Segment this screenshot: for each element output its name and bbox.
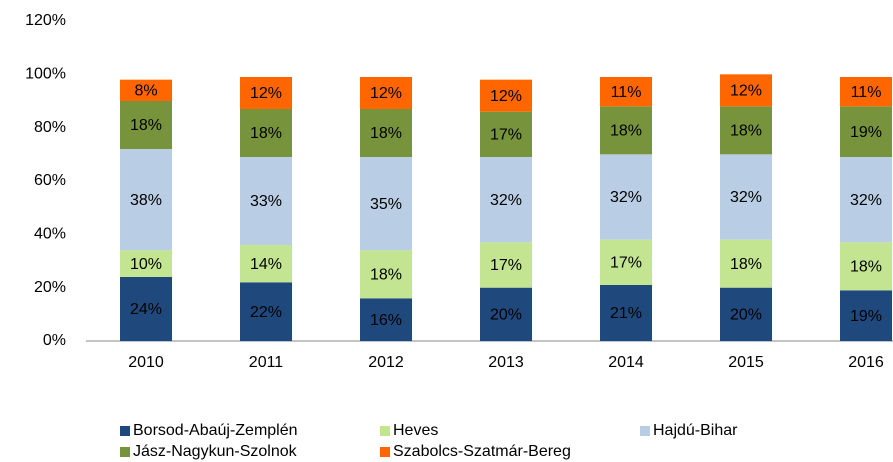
bar-segment [720,74,772,107]
bar-segment [480,287,532,341]
legend-swatch [120,426,130,436]
data-label: 24% [130,301,162,318]
data-label: 32% [850,192,882,209]
bar-segment [600,154,652,240]
bar-segment [120,149,172,251]
legend-swatch [640,426,650,436]
x-tick-label: 2016 [848,354,884,371]
data-label: 32% [610,189,642,206]
data-label: 17% [490,127,522,144]
bar-segment [840,157,892,243]
data-label: 16% [370,312,402,329]
legend-label: Heves [393,422,438,439]
legend-label: Jász-Nagykun-Szolnok [133,443,298,460]
data-label: 10% [130,256,162,273]
bar-segment [840,106,892,157]
data-label: 19% [850,308,882,325]
bar-segment [480,157,532,243]
data-label: 32% [730,189,762,206]
data-label: 18% [610,123,642,140]
bar-segment [360,298,412,341]
legend-swatch [120,447,130,457]
legend-swatch [380,426,390,436]
bar-segment [360,157,412,251]
x-tick-label: 2012 [368,354,404,371]
y-tick-label: 80% [34,119,66,136]
data-label: 18% [730,123,762,140]
y-tick-label: 60% [34,172,66,189]
data-label: 35% [370,196,402,213]
bar-segment [480,79,532,112]
data-label: 11% [611,84,642,101]
data-label: 12% [250,85,282,102]
data-label: 17% [490,257,522,274]
data-label: 11% [851,84,882,101]
y-tick-label: 40% [34,226,66,243]
legend-label: Szabolcs-Szatmár-Bereg [393,443,571,460]
bar-segment [240,245,292,283]
legend-swatch [380,447,390,457]
bar-segment [240,109,292,157]
bar-segment [120,277,172,341]
bar-segment [120,79,172,101]
x-tick-label: 2014 [608,354,644,371]
data-label: 19% [850,124,882,141]
data-label: 18% [370,267,402,284]
data-label: 18% [850,259,882,276]
bar-segment [360,250,412,299]
data-label: 8% [134,83,157,100]
bar-segment [720,154,772,240]
bar-segment [720,106,772,155]
data-label: 20% [490,307,522,324]
data-label: 22% [250,304,282,321]
x-tick-label: 2010 [128,354,164,371]
y-tick-label: 100% [25,66,66,83]
bar-segment [480,111,532,157]
bar-segment [720,287,772,341]
legend-label: Borsod-Abaúj-Zemplén [133,422,298,439]
bar-segment [120,250,172,277]
data-label: 18% [730,256,762,273]
data-label: 17% [610,255,642,272]
x-tick-label: 2015 [728,354,764,371]
bar-segment [600,285,652,341]
bar-segment [840,77,892,107]
bar-segment [120,101,172,149]
x-tick-label: 2013 [488,354,524,371]
data-label: 14% [250,256,282,273]
bar-segment [600,239,652,285]
legend-label: Hajdú-Bihar [653,422,738,439]
bar-segment [360,77,412,109]
data-label: 18% [250,125,282,142]
bar-segment [240,77,292,109]
y-tick-label: 20% [34,279,66,296]
data-label: 32% [490,192,522,209]
bar-segment [840,290,892,341]
x-tick-label: 2011 [249,354,284,371]
data-label: 12% [370,85,402,102]
data-label: 12% [730,83,762,100]
data-label: 38% [130,192,162,209]
bar-segment [840,242,892,291]
data-label: 21% [610,305,642,322]
bar-segment [240,282,292,341]
data-label: 33% [250,193,282,210]
data-label: 12% [490,88,522,105]
bar-segment [360,109,412,157]
y-tick-label: 120% [25,12,66,29]
data-label: 18% [370,125,402,142]
bar-segment [480,242,532,288]
y-tick-label: 0% [43,332,66,349]
bar-segment [240,157,292,245]
bar-segment [600,106,652,155]
bar-segment [720,239,772,288]
data-label: 20% [730,307,762,324]
data-label: 18% [130,117,162,134]
bar-segment [600,77,652,107]
